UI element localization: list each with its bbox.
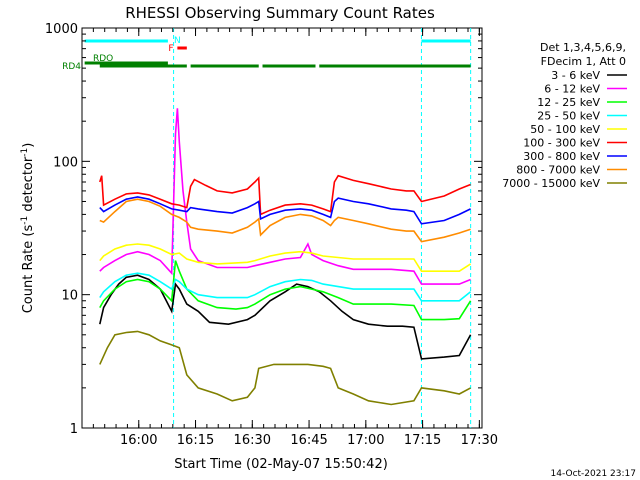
series-line-2 (99, 260, 472, 321)
x-axis-label: Start Time (02-May-07 15:50:42) (174, 457, 388, 472)
y-tick-label: 1 (70, 422, 78, 437)
x-tick-label: 16:00 (120, 433, 157, 448)
y-axis-label-mid: detector (21, 156, 36, 216)
plot-area (81, 27, 483, 429)
series-line-7 (99, 198, 471, 243)
axis-layer: 16:00 16:15 16:30 16:45 17:00 17:15 17:30 1 10 10… (45, 22, 498, 448)
legend-entry-label: 800 - 7000 keV (516, 164, 600, 177)
y-tick-label: 100 (53, 155, 78, 170)
y-tick-label: 10 (61, 289, 78, 304)
y-axis-label-sup2: -1 (20, 148, 30, 157)
chart-title: RHESSI Observing Summary Count Rates (125, 4, 435, 22)
y-axis-label-close: ) (21, 143, 36, 148)
legend-entry-label: 25 - 50 keV (537, 110, 600, 123)
series-line-4 (99, 243, 472, 273)
legend: Det 1,3,4,5,6,9,FDecim 1, Att 03 - 6 keV… (502, 41, 627, 190)
x-tick-label: 17:30 (461, 433, 498, 448)
y-tick-label: 1000 (45, 22, 78, 37)
legend-entry-label: 3 - 6 keV (551, 69, 600, 82)
series-line-0 (99, 274, 472, 360)
legend-entry-label: 300 - 800 keV (523, 150, 600, 163)
y-axis-label-main: Count Rate (s (21, 225, 36, 314)
x-tick-label: 16:45 (290, 433, 327, 448)
legend-header-line: FDecim 1, Att 0 (541, 55, 626, 68)
x-tick-label: 17:00 (347, 433, 384, 448)
legend-entry-label: 7000 - 15000 keV (502, 177, 600, 190)
series-layer (99, 108, 472, 406)
series-line-6 (99, 196, 471, 225)
series-line-1 (99, 108, 471, 285)
flag-label-n: N (174, 36, 181, 46)
flag-label-rd4: RD4 (62, 62, 81, 72)
legend-entry-label: 50 - 100 keV (530, 123, 600, 136)
legend-entry-label: 12 - 25 keV (537, 96, 600, 109)
x-tick-label: 17:15 (404, 433, 441, 448)
legend-entry-label: 6 - 12 keV (544, 83, 600, 96)
flag-bar-layer: NF RDO RD4 (62, 36, 471, 72)
x-tick-label: 16:15 (177, 433, 214, 448)
x-tick-label: 16:30 (234, 433, 271, 448)
series-line-5 (99, 174, 471, 216)
series-line-3 (99, 272, 472, 302)
y-axis-label: Count Rate (s-1 detector-1) (20, 143, 36, 314)
footer-timestamp: 14-Oct-2021 23:17 (551, 469, 636, 479)
legend-header-line: Det 1,3,4,5,6,9, (540, 41, 626, 54)
flag-label-f: F (168, 44, 173, 54)
legend-entry-label: 100 - 300 keV (523, 137, 600, 150)
series-line-8 (99, 330, 471, 406)
flag-label-rdo: RDO (93, 54, 113, 64)
y-axis-label-sup: -1 (20, 216, 30, 225)
